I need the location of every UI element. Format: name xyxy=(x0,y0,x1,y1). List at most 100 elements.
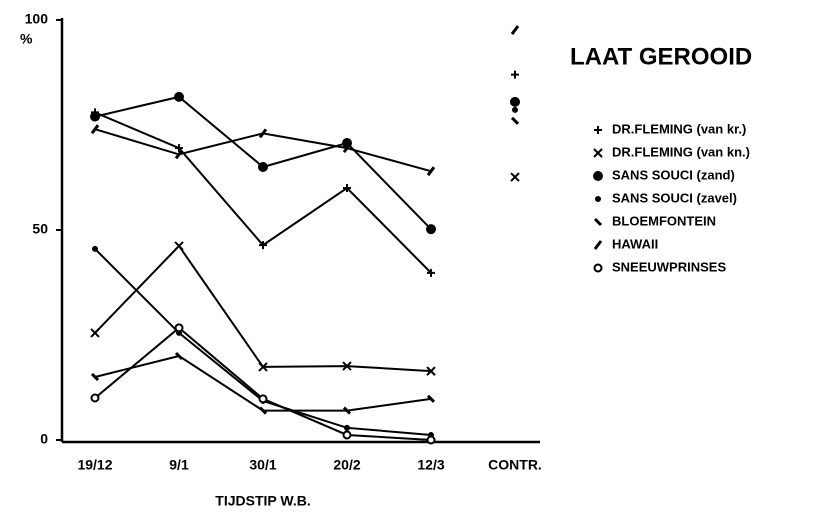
marker xyxy=(510,172,520,182)
marker-shape xyxy=(342,143,352,153)
x-tick-label: CONTR. xyxy=(488,457,542,473)
marker-shape xyxy=(342,406,352,415)
marker-shape xyxy=(593,217,603,227)
marker xyxy=(258,128,268,139)
marker-shape xyxy=(92,245,98,252)
marker-shape xyxy=(90,372,100,382)
y-axis-label: % xyxy=(20,31,33,47)
marker xyxy=(593,263,603,273)
marker-shape xyxy=(259,241,267,250)
series-line xyxy=(94,248,432,436)
marker xyxy=(593,171,603,181)
marker xyxy=(426,224,436,235)
marker-shape xyxy=(510,172,520,182)
marker xyxy=(90,111,100,122)
x-tick-label: 12/3 xyxy=(417,457,444,473)
marker xyxy=(174,149,184,160)
marker-shape xyxy=(258,128,268,139)
marker-shape xyxy=(174,91,184,102)
marker xyxy=(511,70,519,79)
marker-shape xyxy=(258,362,268,372)
marker xyxy=(426,166,436,177)
legend-label: DR.FLEMING (van kn.) xyxy=(612,144,750,159)
marker xyxy=(342,361,352,371)
marker-shape xyxy=(258,394,268,404)
marker xyxy=(594,126,602,134)
marker xyxy=(258,406,268,415)
marker-shape xyxy=(90,111,100,122)
marker xyxy=(258,394,268,404)
marker xyxy=(342,430,352,440)
marker-shape xyxy=(511,70,519,79)
marker xyxy=(342,143,352,153)
marker-shape xyxy=(174,323,184,333)
legend-label: DR.FLEMING (van kr.) xyxy=(612,121,746,136)
marker xyxy=(258,162,268,172)
marker xyxy=(427,268,435,277)
marker xyxy=(90,328,100,338)
marker xyxy=(593,148,603,158)
marker xyxy=(90,124,100,135)
marker-shape xyxy=(342,430,352,440)
marker xyxy=(593,240,603,250)
marker-shape xyxy=(594,126,602,134)
marker-shape xyxy=(510,96,520,107)
marker xyxy=(342,406,352,415)
x-tick-label: 30/1 xyxy=(249,457,276,473)
marker-shape xyxy=(258,406,268,415)
marker xyxy=(512,106,518,113)
marker-shape xyxy=(174,149,184,160)
marker xyxy=(90,372,100,382)
legend-label: HAWAII xyxy=(612,236,658,251)
marker-shape xyxy=(512,106,518,113)
marker-shape xyxy=(175,144,183,153)
marker-shape xyxy=(593,148,603,158)
y-tick-label: 100 xyxy=(25,11,49,27)
marker xyxy=(343,184,351,192)
legend-label: BLOEMFONTEIN xyxy=(612,213,716,228)
series-line xyxy=(94,326,432,441)
marker xyxy=(510,96,520,107)
marker-shape xyxy=(595,196,601,202)
chart-title: LAAT GEROOID xyxy=(570,43,752,70)
marker-shape xyxy=(90,124,100,135)
marker xyxy=(510,116,520,125)
y-tick-label: 50 xyxy=(32,221,48,237)
marker-shape xyxy=(90,393,100,403)
marker xyxy=(258,362,268,372)
marker-shape xyxy=(593,263,603,273)
y-tick-label: 0 xyxy=(40,431,48,447)
marker-shape xyxy=(510,116,520,125)
marker xyxy=(593,217,603,227)
marker xyxy=(426,435,436,445)
marker-shape xyxy=(426,435,436,445)
marker-shape xyxy=(427,268,435,277)
legend-label: SANS SOUCI (zavel) xyxy=(612,190,737,205)
marker-shape xyxy=(174,241,184,251)
marker xyxy=(175,144,183,153)
marker-shape xyxy=(344,424,350,431)
marker xyxy=(174,91,184,102)
marker xyxy=(595,196,601,202)
marker-shape xyxy=(90,328,100,338)
marker xyxy=(174,323,184,333)
series-line xyxy=(94,244,432,373)
x-tick-label: 9/1 xyxy=(169,457,189,473)
x-tick-label: 20/2 xyxy=(333,457,360,473)
marker xyxy=(426,366,436,376)
marker-shape xyxy=(426,224,436,235)
marker-shape xyxy=(426,166,436,177)
marker xyxy=(90,393,100,403)
legend-label: SANS SOUCI (zand) xyxy=(612,167,735,182)
marker xyxy=(426,394,436,403)
marker-shape xyxy=(593,171,603,181)
marker xyxy=(259,241,267,250)
legend-label: SNEEUWPRINSES xyxy=(612,259,726,274)
marker-shape xyxy=(593,240,603,250)
marker-shape xyxy=(342,361,352,371)
marker xyxy=(344,424,350,431)
x-tick-label: 19/12 xyxy=(77,457,112,473)
marker xyxy=(174,241,184,251)
marker xyxy=(174,351,184,361)
